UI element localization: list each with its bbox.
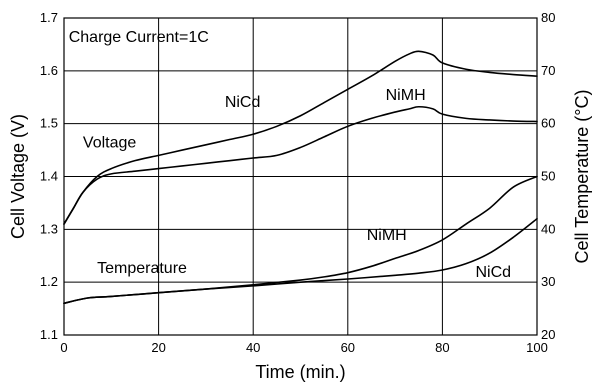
y-tick-label: 1.6 xyxy=(40,63,58,78)
series-line-nimh-temperature xyxy=(63,175,538,305)
tick-labels: 0 20 40 60 80 100 1.1 1.2 1.3 1.4 1.5 1.6 1.7 20 30 40 5… xyxy=(40,10,556,355)
plot-frame xyxy=(63,17,538,336)
y-tick-label: 1.2 xyxy=(40,274,58,289)
series-line-nicd-voltage xyxy=(63,50,538,225)
series-lines xyxy=(63,50,538,305)
right-y-axis-label: Cell Temperature (°C) xyxy=(572,90,592,264)
annotation-label: NiMH xyxy=(367,227,407,244)
series-line-nimh-voltage xyxy=(63,105,538,225)
y2-tick-label: 80 xyxy=(541,10,555,25)
x-tick-label: 100 xyxy=(526,340,548,355)
x-axis-label: Time (min.) xyxy=(255,362,345,382)
y2-tick-label: 40 xyxy=(541,221,555,236)
y2-tick-label: 50 xyxy=(541,169,555,184)
y-tick-label: 1.5 xyxy=(40,116,58,131)
x-tick-label: 0 xyxy=(60,340,67,355)
x-tick-label: 20 xyxy=(151,340,165,355)
y-tick-label: 1.3 xyxy=(40,221,58,236)
y-tick-label: 1.4 xyxy=(40,169,58,184)
annotation-label: NiCd xyxy=(476,264,512,281)
y2-tick-label: 60 xyxy=(541,116,555,131)
x-tick-label: 80 xyxy=(435,340,449,355)
y2-tick-label: 70 xyxy=(541,63,555,78)
left-y-axis-label: Cell Voltage (V) xyxy=(8,114,28,239)
annotation-label: Voltage xyxy=(83,134,136,151)
annotation-label: NiCd xyxy=(225,94,261,111)
series-line-nicd-temperature xyxy=(63,217,538,305)
y2-tick-label: 30 xyxy=(541,274,555,289)
annotation-label: NiMH xyxy=(386,87,426,104)
x-tick-label: 60 xyxy=(341,340,355,355)
annotations: Charge Current=1C NiCd NiMH Voltage Temperat… xyxy=(69,29,511,281)
y-tick-label: 1.1 xyxy=(40,327,58,342)
y-tick-label: 1.7 xyxy=(40,10,58,25)
annotation-label: Temperature xyxy=(97,260,187,277)
y2-tick-label: 20 xyxy=(541,327,555,342)
grid xyxy=(64,18,537,335)
annotation-label: Charge Current=1C xyxy=(69,29,209,46)
x-tick-label: 40 xyxy=(246,340,260,355)
